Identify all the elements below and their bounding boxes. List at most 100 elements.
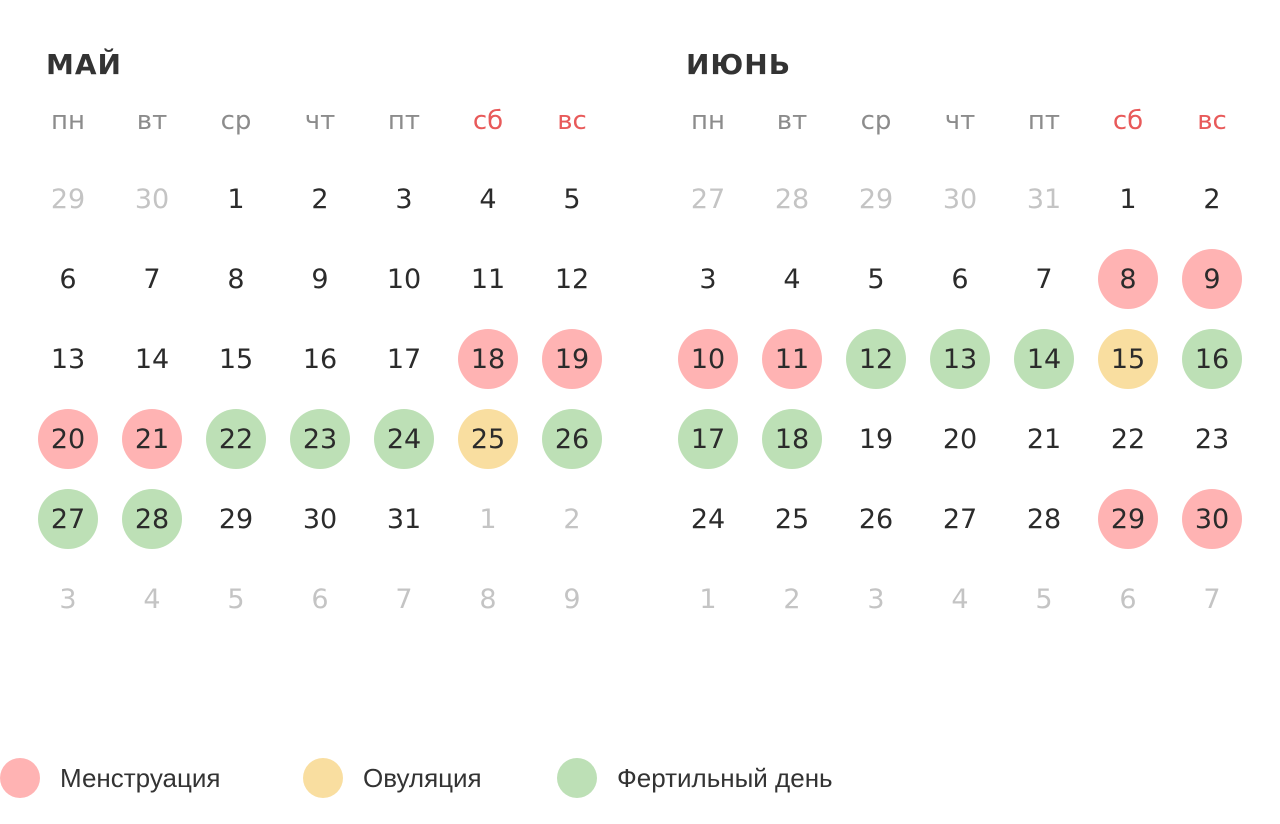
day-cell[interactable]: 28 xyxy=(774,183,810,215)
day-fertile[interactable]: 18 xyxy=(762,409,822,469)
day-cell[interactable]: 11 xyxy=(470,263,506,295)
day-cell[interactable]: 30 xyxy=(134,183,170,215)
day-cell[interactable]: 27 xyxy=(690,183,726,215)
day-cell[interactable]: 4 xyxy=(479,183,497,215)
day-cell[interactable]: 1 xyxy=(479,503,497,535)
day-cell[interactable]: 29 xyxy=(858,183,894,215)
day-cell[interactable]: 8 xyxy=(479,583,497,615)
legend-dot-icon xyxy=(557,758,597,798)
weekday-header: пн xyxy=(51,106,85,136)
day-fertile[interactable]: 24 xyxy=(374,409,434,469)
day-cell[interactable]: 4 xyxy=(783,263,801,295)
day-cell[interactable]: 4 xyxy=(143,583,161,615)
day-cell[interactable]: 3 xyxy=(59,583,77,615)
day-fertile[interactable]: 12 xyxy=(846,329,906,389)
month-title: МАЙ xyxy=(46,48,122,81)
day-cell[interactable]: 27 xyxy=(942,503,978,535)
day-menstruation[interactable]: 10 xyxy=(678,329,738,389)
day-cell[interactable]: 23 xyxy=(1194,423,1230,455)
day-fertile[interactable]: 13 xyxy=(930,329,990,389)
day-ovulation[interactable]: 25 xyxy=(458,409,518,469)
day-menstruation[interactable]: 18 xyxy=(458,329,518,389)
weekday-header: ср xyxy=(220,106,252,136)
day-cell[interactable]: 2 xyxy=(1203,183,1221,215)
day-cell[interactable]: 30 xyxy=(942,183,978,215)
day-cell[interactable]: 13 xyxy=(50,343,86,375)
day-cell[interactable]: 29 xyxy=(218,503,254,535)
day-cell[interactable]: 2 xyxy=(563,503,581,535)
weekday-header: чт xyxy=(944,106,976,136)
day-cell[interactable]: 6 xyxy=(311,583,329,615)
day-cell[interactable]: 12 xyxy=(554,263,590,295)
day-fertile[interactable]: 14 xyxy=(1014,329,1074,389)
day-cell[interactable]: 31 xyxy=(386,503,422,535)
day-cell[interactable]: 19 xyxy=(858,423,894,455)
day-cell[interactable]: 4 xyxy=(951,583,969,615)
day-cell[interactable]: 28 xyxy=(1026,503,1062,535)
day-cell[interactable]: 30 xyxy=(302,503,338,535)
weekday-header: пн xyxy=(691,106,725,136)
day-cell[interactable]: 7 xyxy=(1203,583,1221,615)
day-cell[interactable]: 31 xyxy=(1026,183,1062,215)
weekday-header: сб xyxy=(1112,106,1144,136)
weekday-header: чт xyxy=(304,106,336,136)
day-fertile[interactable]: 28 xyxy=(122,489,182,549)
day-cell[interactable]: 5 xyxy=(1035,583,1053,615)
day-cell[interactable]: 7 xyxy=(395,583,413,615)
day-cell[interactable]: 15 xyxy=(218,343,254,375)
day-cell[interactable]: 21 xyxy=(1026,423,1062,455)
day-cell[interactable]: 2 xyxy=(311,183,329,215)
day-cell[interactable]: 14 xyxy=(134,343,170,375)
legend: Менструация Овуляция Фертильный день xyxy=(0,758,1280,798)
day-cell[interactable]: 7 xyxy=(1035,263,1053,295)
day-fertile[interactable]: 26 xyxy=(542,409,602,469)
day-cell[interactable]: 16 xyxy=(302,343,338,375)
weekday-header: сб xyxy=(472,106,504,136)
day-fertile[interactable]: 22 xyxy=(206,409,266,469)
day-menstruation[interactable]: 30 xyxy=(1182,489,1242,549)
day-menstruation[interactable]: 8 xyxy=(1098,249,1158,309)
day-cell[interactable]: 6 xyxy=(59,263,77,295)
day-cell[interactable]: 17 xyxy=(386,343,422,375)
day-menstruation[interactable]: 29 xyxy=(1098,489,1158,549)
day-cell[interactable]: 3 xyxy=(699,263,717,295)
day-cell[interactable]: 24 xyxy=(690,503,726,535)
day-cell[interactable]: 29 xyxy=(50,183,86,215)
day-cell[interactable]: 20 xyxy=(942,423,978,455)
day-cell[interactable]: 10 xyxy=(386,263,422,295)
weekday-header: пт xyxy=(387,106,421,136)
day-cell[interactable]: 7 xyxy=(143,263,161,295)
day-cell[interactable]: 1 xyxy=(1119,183,1137,215)
weekday-header: вс xyxy=(557,106,587,136)
day-cell[interactable]: 8 xyxy=(227,263,245,295)
day-cell[interactable]: 3 xyxy=(395,183,413,215)
day-menstruation[interactable]: 19 xyxy=(542,329,602,389)
day-fertile[interactable]: 16 xyxy=(1182,329,1242,389)
legend-label: Менструация xyxy=(60,763,221,793)
day-cell[interactable]: 9 xyxy=(311,263,329,295)
day-cell[interactable]: 6 xyxy=(1119,583,1137,615)
weekday-header: вт xyxy=(776,106,808,136)
day-cell[interactable]: 22 xyxy=(1110,423,1146,455)
day-cell[interactable]: 2 xyxy=(783,583,801,615)
weekday-header: ср xyxy=(860,106,892,136)
day-menstruation[interactable]: 21 xyxy=(122,409,182,469)
day-cell[interactable]: 1 xyxy=(227,183,245,215)
day-menstruation[interactable]: 20 xyxy=(38,409,98,469)
day-cell[interactable]: 5 xyxy=(227,583,245,615)
day-cell[interactable]: 5 xyxy=(867,263,885,295)
day-menstruation[interactable]: 9 xyxy=(1182,249,1242,309)
day-cell[interactable]: 9 xyxy=(563,583,581,615)
day-cell[interactable]: 26 xyxy=(858,503,894,535)
legend-label: Фертильный день xyxy=(617,763,833,793)
day-menstruation[interactable]: 11 xyxy=(762,329,822,389)
day-cell[interactable]: 1 xyxy=(699,583,717,615)
day-cell[interactable]: 25 xyxy=(774,503,810,535)
day-cell[interactable]: 3 xyxy=(867,583,885,615)
day-ovulation[interactable]: 15 xyxy=(1098,329,1158,389)
day-fertile[interactable]: 17 xyxy=(678,409,738,469)
day-fertile[interactable]: 23 xyxy=(290,409,350,469)
day-fertile[interactable]: 27 xyxy=(38,489,98,549)
day-cell[interactable]: 6 xyxy=(951,263,969,295)
day-cell[interactable]: 5 xyxy=(563,183,581,215)
